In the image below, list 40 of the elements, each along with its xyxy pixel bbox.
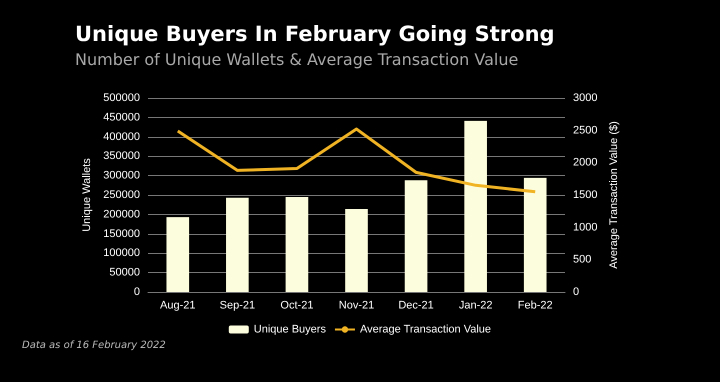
y-tick-label: 400000 (103, 130, 140, 143)
x-tick-label: Feb-22 (518, 300, 553, 312)
y-tick-label: 50000 (109, 266, 140, 279)
x-tick-label: Sep-21 (220, 300, 256, 312)
y-tick-label: 0 (134, 286, 140, 298)
x-tick-label: Nov-21 (338, 300, 374, 312)
x-tick-label: Oct-21 (280, 300, 314, 312)
y-tick-label: 300000 (103, 170, 140, 182)
y2-tick-label: 1000 (573, 221, 598, 234)
bar (524, 178, 547, 292)
bar (226, 198, 249, 292)
y-tick-label: 100000 (103, 247, 140, 260)
y2-tick-label: 500 (573, 254, 592, 266)
chart-subtitle: Number of Unique Wallets & Average Transaction Value (75, 50, 518, 69)
y2-tick-label: 2000 (573, 156, 598, 169)
y-tick-label: 200000 (103, 208, 140, 220)
chart-title: Unique Buyers In February Going Strong (75, 22, 555, 46)
legend-label: Average Transaction Value (360, 324, 492, 336)
y2-tick-label: 0 (573, 286, 580, 298)
y2-tick-label: 1500 (573, 189, 598, 201)
bar (166, 217, 190, 292)
y-tick-label: 500000 (103, 92, 140, 104)
line-series (176, 128, 537, 194)
bar (286, 196, 308, 292)
x-tick-label: Dec-21 (398, 300, 434, 312)
y2-tick-label: 3000 (573, 92, 598, 104)
y-tick-label: 350000 (103, 150, 140, 162)
y-tick-label: 150000 (103, 228, 140, 240)
legend-label: Unique Buyers (254, 324, 326, 336)
text: Data as of 16 February 2022 (22, 340, 166, 351)
y2-tick-label: 2500 (573, 124, 598, 136)
bar (404, 180, 428, 292)
bar (345, 208, 368, 292)
bar (464, 120, 487, 292)
x-tick-label: Aug-21 (160, 300, 196, 312)
y-axis-title: Unique Wallets (80, 158, 93, 232)
y-tick-label: 450000 (103, 111, 140, 124)
y2-axis-title: Average Transaction Value ($) (608, 121, 620, 269)
y-tick-label: 250000 (103, 189, 140, 201)
x-tick-label: Jan-22 (458, 300, 492, 312)
